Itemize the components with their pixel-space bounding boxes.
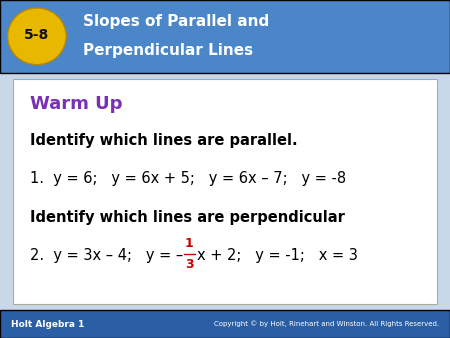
FancyBboxPatch shape [0, 0, 450, 73]
Text: Copyright © by Holt, Rinehart and Winston. All Rights Reserved.: Copyright © by Holt, Rinehart and Winsto… [214, 321, 439, 328]
Text: Identify which lines are perpendicular: Identify which lines are perpendicular [30, 210, 344, 224]
Text: x + 2;   y = -1;   x = 3: x + 2; y = -1; x = 3 [197, 248, 358, 263]
Text: Holt Algebra 1: Holt Algebra 1 [11, 320, 85, 329]
Text: 3: 3 [185, 258, 194, 271]
Text: 5-8: 5-8 [24, 28, 50, 42]
Text: Slopes of Parallel and: Slopes of Parallel and [83, 14, 270, 29]
Text: Identify which lines are parallel.: Identify which lines are parallel. [30, 133, 297, 148]
Ellipse shape [8, 8, 66, 65]
Text: 1.  y = 6;   y = 6x + 5;   y = 6x – 7;   y = -8: 1. y = 6; y = 6x + 5; y = 6x – 7; y = -8 [30, 171, 346, 186]
FancyBboxPatch shape [13, 79, 437, 304]
FancyBboxPatch shape [0, 310, 450, 338]
Text: Perpendicular Lines: Perpendicular Lines [83, 43, 253, 58]
Text: 1: 1 [185, 237, 194, 250]
Text: Warm Up: Warm Up [30, 95, 122, 113]
Text: 2.  y = 3x – 4;   y = –: 2. y = 3x – 4; y = – [30, 248, 183, 263]
